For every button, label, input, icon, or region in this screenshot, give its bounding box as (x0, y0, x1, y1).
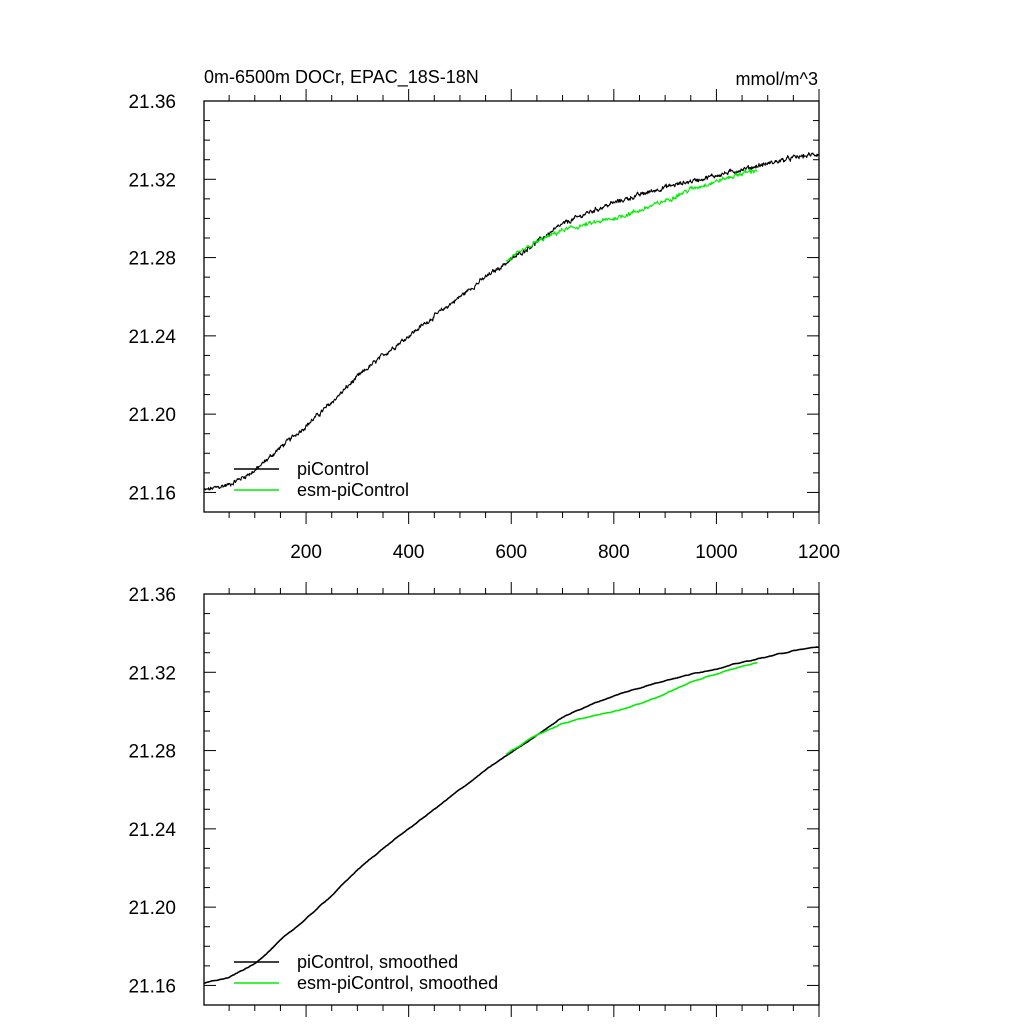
legend-label: esm-piControl (297, 480, 409, 500)
y-tick-label: 21.20 (128, 405, 176, 426)
x-tick-label: 1200 (798, 542, 840, 563)
y-tick-label: 21.36 (128, 585, 176, 606)
series-line-picontrol-smoothed (203, 646, 819, 985)
plot-frame (203, 593, 820, 1006)
x-tick-label: 600 (495, 542, 527, 563)
y-tick-label: 21.32 (128, 663, 176, 684)
series-line-esm-picontrol (505, 169, 758, 263)
legend-label: piControl, smoothed (297, 952, 458, 972)
y-tick-label: 21.36 (128, 92, 176, 113)
legend-label: esm-piControl, smoothed (297, 973, 498, 993)
units-label: mmol/m^3 (736, 69, 818, 89)
y-tick-label: 21.16 (128, 483, 176, 504)
chart-title: 0m-6500m DOCr, EPAC_18S-18N (204, 67, 479, 88)
y-tick-label: 21.28 (128, 742, 176, 763)
series-line-esm-picontrol-smoothed (505, 661, 758, 756)
x-tick-label: 1000 (695, 542, 737, 563)
x-tick-label: 200 (290, 542, 322, 563)
bottom-panel: 21.16 21.20 21.24 21.28 21.32 21.36 piControl,… (128, 582, 820, 1017)
x-tick-label: 800 (598, 542, 630, 563)
y-tick-label: 21.28 (128, 249, 176, 270)
y-tick-label: 21.16 (128, 976, 176, 997)
y-tick-label: 21.24 (128, 820, 176, 841)
y-tick-label: 21.24 (128, 327, 176, 348)
top-panel: 21.16 21.20 21.24 21.28 21.32 21.36 200 400 600 8… (128, 89, 840, 563)
plot-frame (203, 100, 820, 513)
y-tick-label: 21.32 (128, 170, 176, 191)
y-tick-label: 21.20 (128, 898, 176, 919)
x-tick-label: 400 (393, 542, 425, 563)
series-line-picontrol (203, 152, 820, 491)
legend-label: piControl (297, 459, 369, 479)
